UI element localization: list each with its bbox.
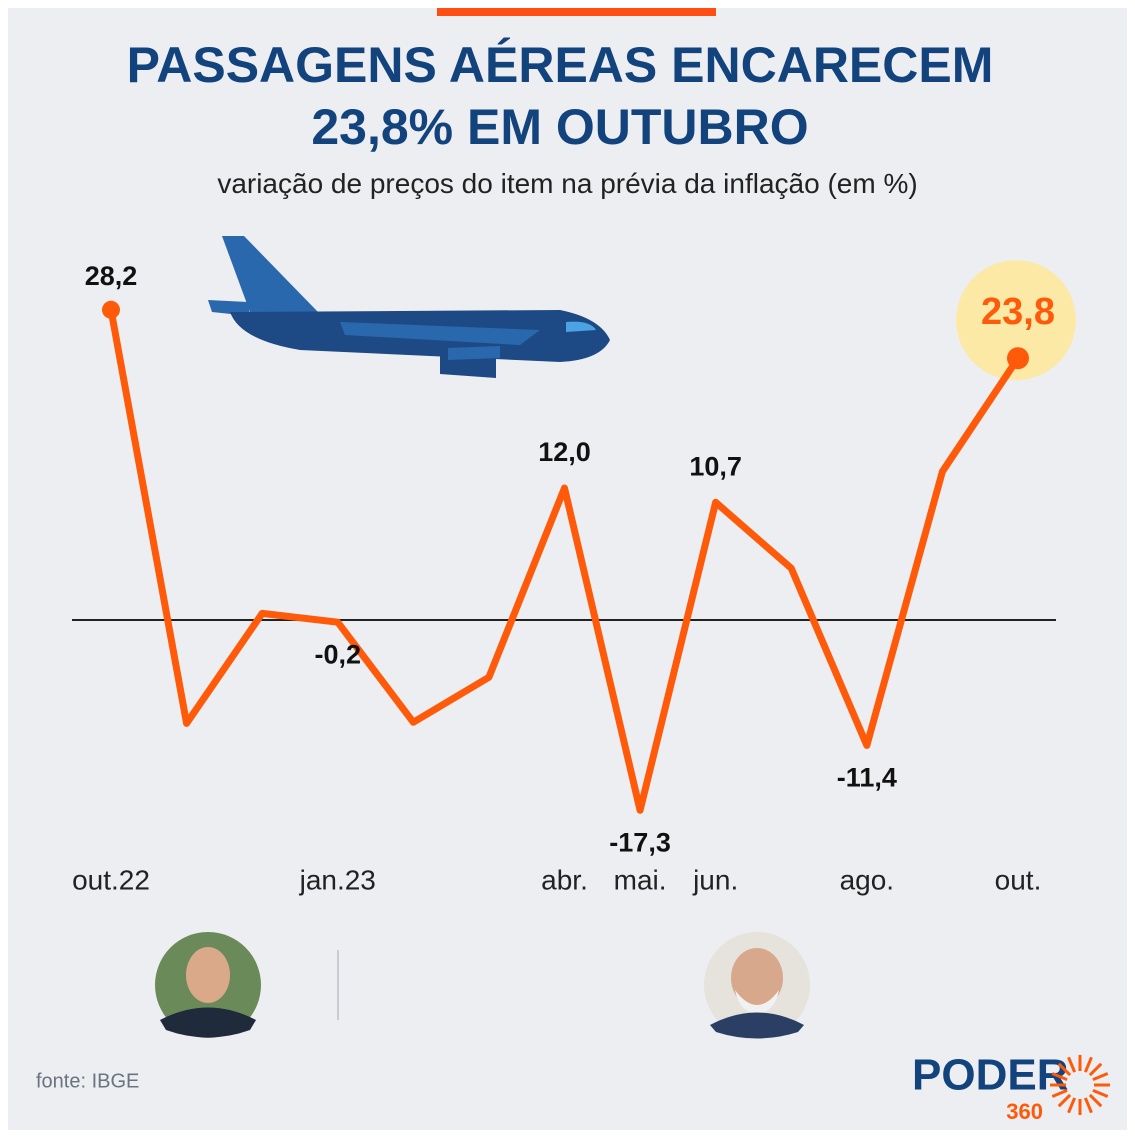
logo-ray bbox=[1085, 1098, 1091, 1113]
top-accent bbox=[437, 8, 716, 16]
page: {"chart_data": { "type": "line", "title"… bbox=[0, 0, 1135, 1138]
logo-ray bbox=[1069, 1098, 1075, 1113]
x-tick-label: ago. bbox=[840, 864, 895, 895]
value-label: 28,2 bbox=[85, 261, 138, 291]
x-tick-label: jun. bbox=[692, 864, 738, 895]
value-label: 23,8 bbox=[981, 291, 1055, 333]
x-tick-label: abr. bbox=[541, 864, 588, 895]
logo-ray bbox=[1093, 1090, 1108, 1096]
data-line bbox=[111, 310, 1018, 811]
source: fonte: IBGE bbox=[36, 1070, 139, 1092]
portrait-right bbox=[704, 932, 810, 1039]
x-tick-label: out. bbox=[995, 864, 1042, 895]
value-label: -11,4 bbox=[837, 763, 897, 793]
x-tick-label: mai. bbox=[614, 864, 667, 895]
value-label: -17,3 bbox=[609, 827, 671, 857]
logo-number: 360 bbox=[1006, 1099, 1043, 1124]
end-point bbox=[1007, 347, 1029, 369]
logo: PODER 360 bbox=[912, 1051, 1110, 1124]
logo-ray bbox=[1069, 1057, 1075, 1072]
logo-ray bbox=[1093, 1074, 1108, 1080]
logo-text: PODER bbox=[912, 1051, 1068, 1100]
x-tick-label: jan.23 bbox=[299, 864, 376, 895]
logo-ray bbox=[1090, 1064, 1101, 1075]
logo-ray bbox=[1090, 1095, 1101, 1106]
airplane-icon bbox=[208, 236, 610, 378]
chart: PODER 360 fonte: IBGE out.22 jan.23 abr. ma… bbox=[0, 0, 1135, 1138]
logo-ray bbox=[1085, 1057, 1091, 1072]
end-point bbox=[102, 301, 120, 319]
value-label: 12,0 bbox=[538, 437, 591, 467]
x-tick-label: out.22 bbox=[72, 864, 150, 895]
value-label: 10,7 bbox=[689, 451, 742, 481]
value-label: -0,2 bbox=[314, 639, 361, 669]
portrait-left bbox=[155, 932, 261, 1038]
